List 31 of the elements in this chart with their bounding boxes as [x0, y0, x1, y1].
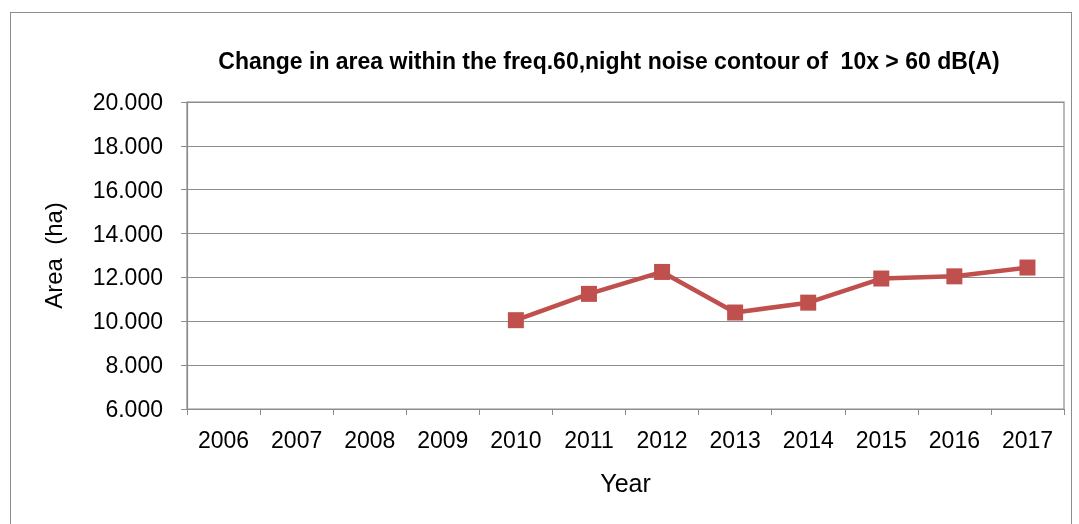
point	[800, 294, 817, 311]
x-tick-label: 2014	[782, 426, 834, 453]
point	[654, 263, 671, 280]
point	[727, 304, 744, 321]
x-axis-title: Year	[600, 468, 651, 497]
point	[507, 312, 524, 329]
y-tick-label: 18.000	[92, 132, 163, 159]
x-tick-label: 2010	[490, 426, 542, 453]
x-tick-label: 2008	[344, 426, 396, 453]
y-tick-label: 14.000	[92, 220, 163, 247]
y-tick-label: 10.000	[92, 308, 163, 335]
x-tick-label: 2016	[928, 426, 980, 453]
y-tick-label: 20.000	[92, 89, 163, 115]
point	[946, 268, 963, 285]
x-tick-label: 2017	[1001, 426, 1054, 453]
x-tick-label: 2013	[709, 426, 761, 453]
chart-title: Change in area within the freq.60,night noise contour of 10x > 60 dB(A)	[218, 47, 1000, 74]
x-tick-label: 2015	[855, 426, 907, 453]
point	[873, 270, 890, 287]
x-tick-label: 2012	[636, 426, 688, 453]
x-tick-label: 2011	[564, 426, 614, 453]
x-tick-label: 2006	[197, 426, 250, 453]
y-tick-label: 8.000	[105, 352, 163, 379]
y-tick-label: 16.000	[92, 176, 163, 203]
y-axis-title: Area (ha)	[39, 202, 67, 309]
point	[1019, 259, 1036, 276]
y-tick-label: 12.000	[92, 264, 163, 291]
point	[580, 285, 597, 302]
x-tick-label: 2007	[271, 426, 323, 453]
y-tick-label: 6.000	[105, 396, 163, 422]
x-tick-label: 2009	[417, 426, 469, 453]
